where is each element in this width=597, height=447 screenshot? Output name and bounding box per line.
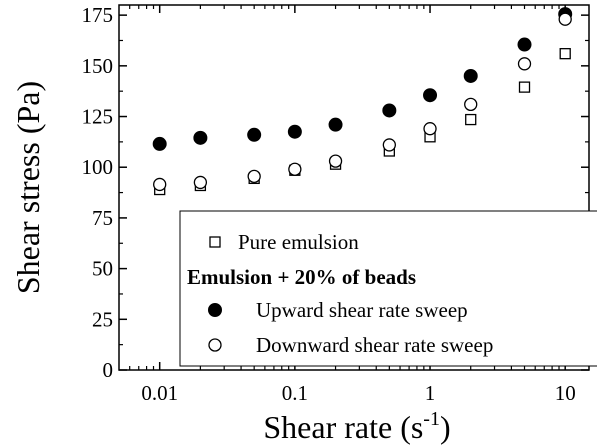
x-tick-label: 0.01 xyxy=(141,381,178,405)
plot-frame xyxy=(118,4,590,371)
y-tick-label: 25 xyxy=(92,307,113,331)
y-tick-label: 0 xyxy=(103,358,114,382)
data-point-series-2 xyxy=(382,138,396,152)
data-point-series-1 xyxy=(152,136,167,151)
x-axis-title: Shear rate (s-1) xyxy=(263,408,450,445)
y-tick-label: 100 xyxy=(82,155,114,179)
data-point-series-1 xyxy=(247,127,262,142)
legend-label: Pure emulsion xyxy=(238,230,359,254)
data-point-series-1 xyxy=(287,124,302,139)
data-point-series-2 xyxy=(558,12,572,26)
legend-label: Downward shear rate sweep xyxy=(256,333,493,357)
data-point-series-2 xyxy=(153,177,167,192)
legend-marker xyxy=(209,236,221,248)
y-tick-label: 150 xyxy=(82,54,114,78)
data-point-series-2 xyxy=(288,162,302,176)
legend-box xyxy=(179,210,597,367)
data-point-series-2 xyxy=(464,97,478,112)
legend-label: Upward shear rate sweep xyxy=(256,298,468,322)
data-point-series-0 xyxy=(559,48,571,60)
x-axis-title-exponent: -1 xyxy=(423,408,440,430)
y-tick-label: 125 xyxy=(82,105,114,129)
data-point-series-1 xyxy=(423,88,438,103)
data-point-series-0 xyxy=(465,113,477,126)
x-tick-label: 10 xyxy=(555,381,576,405)
data-point-series-1 xyxy=(193,130,208,145)
data-point-series-2 xyxy=(247,169,261,183)
data-point-series-2 xyxy=(517,57,532,71)
y-tick-label: 75 xyxy=(92,206,113,230)
x-tick-label: 1 xyxy=(425,381,436,405)
data-point-series-2 xyxy=(193,175,208,190)
y-tick-label: 50 xyxy=(92,257,113,281)
data-point-series-1 xyxy=(463,68,478,83)
y-axis-title: Shear stress (Pa) xyxy=(10,81,46,294)
legend-heading: Emulsion + 20% of beads xyxy=(187,265,416,289)
tick-labels: 0 25 50 75 100 125 150 175 0.01 0.1 1 10 xyxy=(82,3,576,405)
data-point-series-0 xyxy=(518,81,531,93)
x-tick-label: 0.1 xyxy=(282,381,308,405)
legend-marker xyxy=(208,303,222,317)
data-point-series-2 xyxy=(423,122,437,136)
legend: Pure emulsion Emulsion + 20% of beads Upwa… xyxy=(179,210,597,367)
y-tick-label: 175 xyxy=(82,3,114,27)
data-point-series-1 xyxy=(382,103,397,118)
legend-marker xyxy=(208,338,222,352)
data-point-series-1 xyxy=(517,37,532,52)
data-point-series-2 xyxy=(328,154,343,168)
data-point-series-1 xyxy=(328,117,343,132)
data-points xyxy=(152,7,573,196)
